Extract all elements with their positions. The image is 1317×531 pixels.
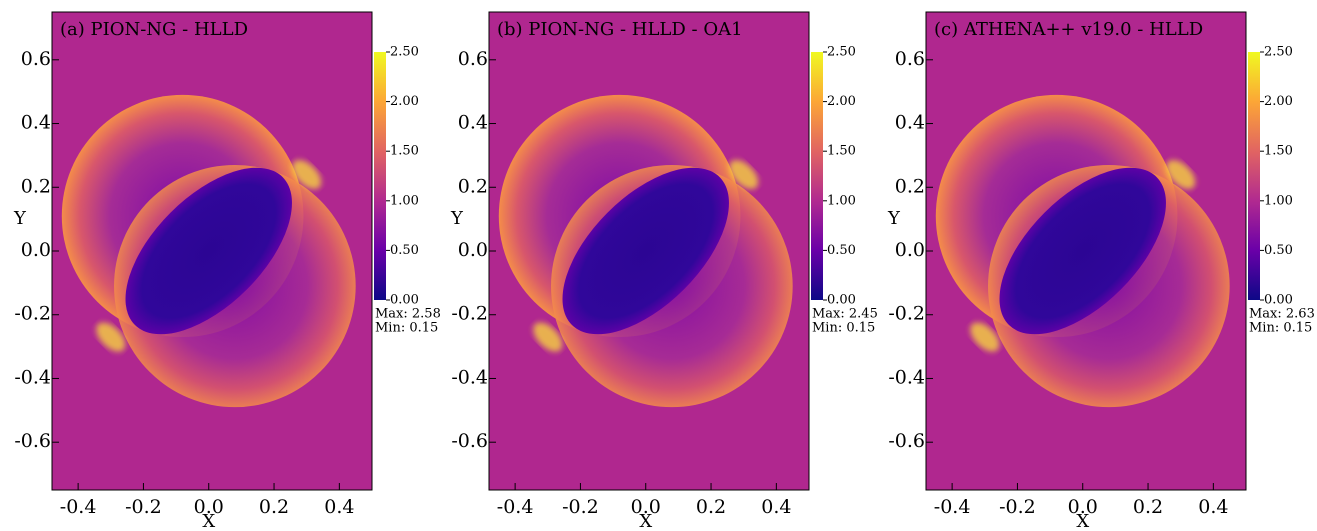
max-label: Max: 2.63	[1249, 307, 1315, 322]
colorbar-tick-label: 1.50	[827, 144, 856, 159]
x-axis-label: X	[639, 511, 652, 531]
x-tick-label: 0.0	[194, 496, 224, 518]
colorbar-tick-label: 0.00	[390, 293, 419, 308]
colorbar	[811, 52, 823, 300]
blob	[61, 94, 356, 408]
y-tick-label: -0.6	[888, 430, 925, 452]
hot-spot	[1166, 159, 1196, 190]
field	[52, 12, 372, 490]
y-axis-label: Y	[887, 208, 901, 229]
cavity	[562, 167, 729, 335]
panel-title: (b) PION-NG - HLLD - OA1	[497, 19, 743, 40]
colorbar-tick-label: 2.50	[390, 45, 419, 60]
blob	[498, 94, 793, 408]
min-label: Min: 0.15	[812, 321, 875, 336]
x-tick-label: 0.2	[259, 496, 289, 518]
y-tick-label: 0.6	[458, 48, 488, 70]
x-tick-label: -0.2	[999, 496, 1036, 518]
panel-title: (c) ATHENA++ v19.0 - HLLD	[934, 19, 1203, 40]
x-axis-label: X	[1076, 511, 1089, 531]
field	[926, 12, 1246, 490]
field	[489, 12, 809, 490]
colorbar-tick-label: 2.50	[1264, 45, 1293, 60]
x-tick-label: 0.0	[1068, 496, 1098, 518]
y-tick-label: 0.2	[21, 175, 51, 197]
colorbar-tick-label: 1.00	[827, 193, 856, 208]
y-tick-label: 0.4	[21, 112, 51, 134]
colorbar	[374, 52, 386, 300]
hot-spot	[970, 322, 1000, 352]
min-label: Min: 0.15	[375, 321, 438, 336]
x-tick-label: 0.4	[761, 496, 791, 518]
cavity	[999, 167, 1166, 335]
x-tick-label: 0.4	[1198, 496, 1228, 518]
hot-spot	[292, 159, 322, 190]
hot-spot	[729, 159, 759, 190]
y-axis-label: Y	[13, 208, 27, 229]
y-tick-label: -0.4	[888, 366, 925, 388]
min-label: Min: 0.15	[1249, 321, 1312, 336]
y-tick-label: 0.2	[895, 175, 925, 197]
y-tick-label: -0.2	[14, 303, 51, 325]
x-tick-label: 0.2	[696, 496, 726, 518]
cavity	[125, 167, 292, 335]
y-tick-label: 0.0	[895, 239, 925, 261]
y-tick-label: 0.6	[895, 48, 925, 70]
colorbar-tick-label: 0.00	[1264, 293, 1293, 308]
y-tick-label: -0.2	[451, 303, 488, 325]
y-tick-label: -0.6	[14, 430, 51, 452]
y-tick-label: 0.6	[21, 48, 51, 70]
x-tick-label: 0.4	[324, 496, 354, 518]
colorbar-tick-label: 2.50	[827, 45, 856, 60]
x-axis-label: X	[202, 511, 215, 531]
max-label: Max: 2.58	[375, 307, 441, 322]
y-tick-label: 0.4	[458, 112, 488, 134]
colorbar-tick-label: 0.00	[827, 293, 856, 308]
colorbar	[1248, 52, 1260, 300]
y-axis-label: Y	[450, 208, 464, 229]
x-tick-label: -0.2	[125, 496, 162, 518]
x-tick-label: -0.4	[497, 496, 534, 518]
colorbar-tick-label: 1.50	[390, 144, 419, 159]
x-tick-label: -0.4	[934, 496, 971, 518]
blob	[935, 94, 1230, 408]
colorbar-tick-label: 0.50	[390, 243, 419, 258]
y-tick-label: -0.4	[451, 366, 488, 388]
colorbar-tick-label: 0.50	[1264, 243, 1293, 258]
y-tick-label: -0.2	[888, 303, 925, 325]
colorbar-tick-label: 2.00	[390, 94, 419, 109]
colorbar-tick-label: 2.00	[827, 94, 856, 109]
x-tick-label: 0.2	[1133, 496, 1163, 518]
y-tick-label: 0.0	[21, 239, 51, 261]
x-tick-label: 0.0	[631, 496, 661, 518]
x-tick-label: -0.2	[562, 496, 599, 518]
colorbar-tick-label: 0.50	[827, 243, 856, 258]
y-tick-label: 0.0	[458, 239, 488, 261]
max-label: Max: 2.45	[812, 307, 878, 322]
colorbar-tick-label: 1.50	[1264, 144, 1293, 159]
y-tick-label: 0.2	[458, 175, 488, 197]
hot-spot	[96, 322, 126, 352]
y-tick-label: -0.4	[14, 366, 51, 388]
panel-title: (a) PION-NG - HLLD	[60, 19, 248, 40]
colorbar-tick-label: 1.00	[1264, 193, 1293, 208]
x-tick-label: -0.4	[60, 496, 97, 518]
hot-spot	[533, 322, 563, 352]
colorbar-tick-label: 1.00	[390, 193, 419, 208]
y-tick-label: 0.4	[895, 112, 925, 134]
y-tick-label: -0.6	[451, 430, 488, 452]
colorbar-tick-label: 2.00	[1264, 94, 1293, 109]
